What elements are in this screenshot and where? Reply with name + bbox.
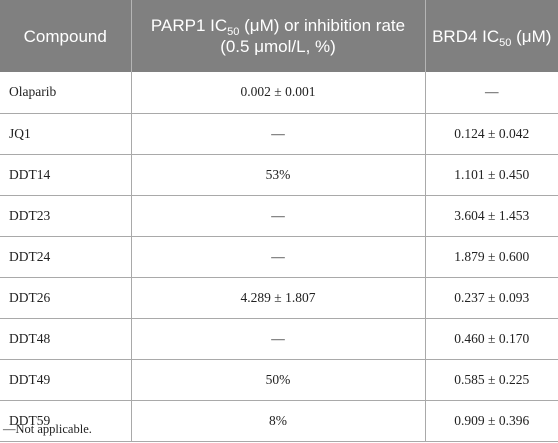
header-compound-text: Compound (23, 26, 107, 46)
cell-brd4: 3.604 ± 1.453 (424, 195, 558, 237)
header-parp1-text-b: (μM) or inhibition rate (0.5 μmol/L, %) (220, 16, 406, 56)
cell-compound: DDT24 (0, 236, 131, 278)
table-row: Olaparib 0.002 ± 0.001— (0, 72, 558, 114)
cell-compound: DDT49 (0, 359, 131, 401)
table-row: DDT49 50% 0.585 ± 0.225 (0, 359, 558, 401)
cell-brd4: 1.879 ± 0.600 (424, 236, 558, 278)
header-row: Compound PARP1 IC50 (μM) or inhibition r… (0, 0, 558, 72)
cell-parp1: 0.002 ± 0.001 (130, 72, 425, 114)
table-row: DDT59 8% 0.909 ± 0.396 (0, 400, 558, 442)
cell-brd4: 0.124 ± 0.042 (424, 113, 558, 155)
header-parp1: PARP1 IC50 (μM) or inhibition rate (0.5 … (130, 0, 425, 72)
cell-parp1: — (130, 113, 425, 155)
table-row: DDT26 4.289 ± 1.807 0.237 ± 0.093 (0, 277, 558, 319)
cell-compound: DDT59 (0, 400, 131, 442)
header-brd4-subscript: 50 (499, 36, 512, 49)
cell-brd4: 0.460 ± 0.170 (424, 318, 558, 360)
header-parp1-text-a: PARP1 IC (150, 16, 228, 35)
cell-compound: DDT23 (0, 195, 131, 237)
header-brd4: BRD4 IC50 (μM) (424, 0, 558, 72)
table-body: Olaparib 0.002 ± 0.001— JQ1—0.124 ± 0.042 D… (0, 72, 558, 442)
cell-parp1: 53% (130, 154, 425, 196)
cell-parp1: — (130, 195, 425, 237)
header-brd4-text-a: BRD4 IC (432, 26, 500, 46)
header-parp1-subscript: 50 (227, 26, 240, 38)
table-row: DDT23—3.604 ± 1.453 (0, 195, 558, 237)
cell-parp1: — (130, 318, 425, 360)
cell-brd4: 1.101 ± 0.450 (424, 154, 558, 196)
cell-parp1: — (130, 236, 425, 278)
cell-parp1: 8% (130, 400, 425, 442)
cell-brd4: 0.237 ± 0.093 (424, 277, 558, 319)
cell-brd4: 0.909 ± 0.396 (424, 400, 558, 442)
cell-compound: JQ1 (0, 113, 131, 155)
cell-compound: Olaparib (0, 72, 131, 114)
cell-parp1: 50% (130, 359, 425, 401)
table-row: DDT48—0.460 ± 0.170 (0, 318, 558, 360)
table-row: JQ1—0.124 ± 0.042 (0, 113, 558, 155)
table-footnote: —Not applicable. (3, 422, 92, 436)
header-brd4-text-b: (μM) (511, 26, 552, 46)
cell-compound: DDT48 (0, 318, 131, 360)
table-row: DDT14 53% 1.101 ± 0.450 (0, 154, 558, 196)
table-row: DDT24—1.879 ± 0.600 (0, 236, 558, 278)
cell-parp1: 4.289 ± 1.807 (130, 277, 425, 319)
header-compound: Compound (0, 0, 131, 72)
cell-brd4: 0.585 ± 0.225 (424, 359, 558, 401)
cell-compound: DDT14 (0, 154, 131, 196)
cell-compound: DDT26 (0, 277, 131, 319)
cell-brd4: — (424, 72, 558, 114)
